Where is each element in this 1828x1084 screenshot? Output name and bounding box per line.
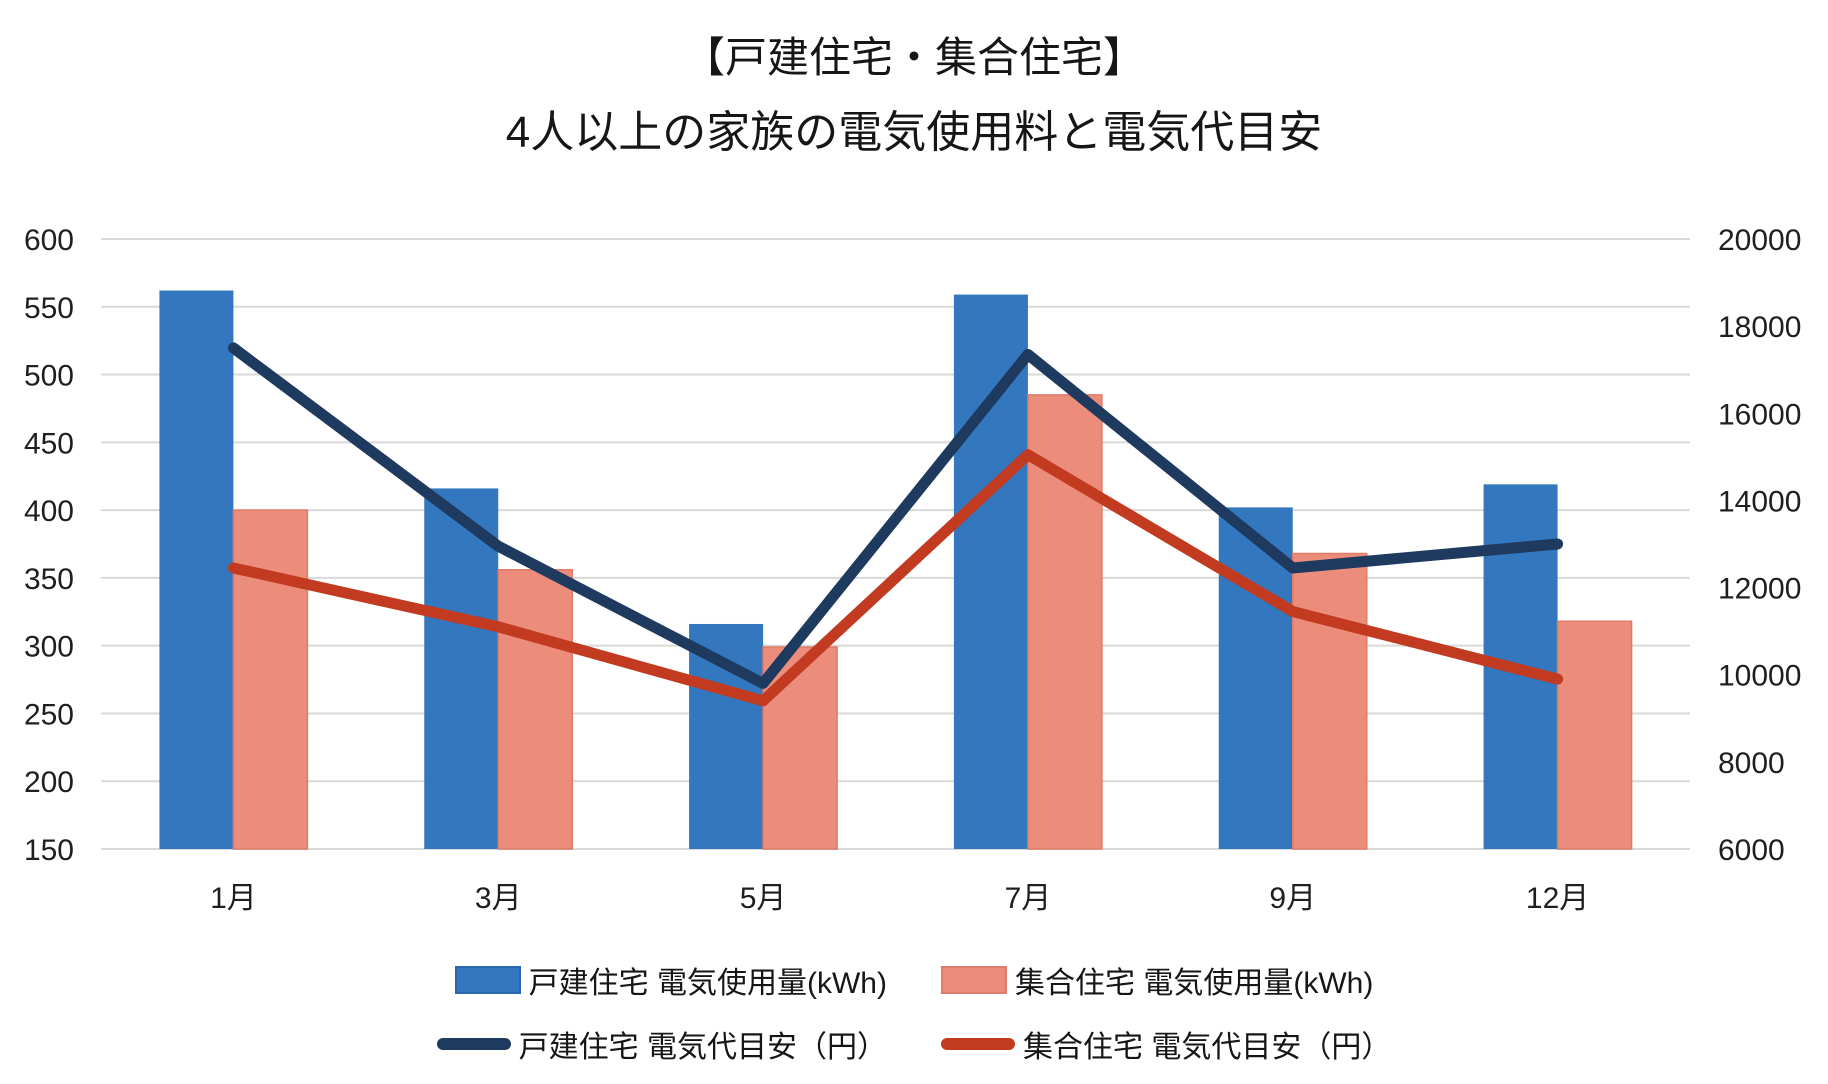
chart-title: 【戸建住宅・集合住宅】: [682, 34, 1145, 81]
bar-apartment-usage: [762, 646, 838, 850]
x-axis-label: 5月: [740, 882, 787, 915]
right-axis-tick: 6000: [1718, 834, 1785, 867]
left-axis-tick: 200: [24, 766, 74, 799]
line-detached-house-cost: [227, 342, 1564, 689]
legend-label-detached-usage: 戸建住宅 電気使用量(kWh): [528, 967, 887, 1000]
line-apartment-cost: [227, 449, 1564, 707]
right-axis-tick: 10000: [1718, 660, 1801, 693]
x-axis-label: 12月: [1526, 882, 1589, 915]
bar-detached-house-usage: [159, 290, 234, 849]
bar-detached-house-usage: [953, 294, 1028, 850]
x-axis-label: 1月: [210, 882, 257, 915]
legend-label-apartment-usage: 集合住宅 電気使用量(kWh): [1015, 967, 1374, 1000]
x-axis-label: 9月: [1269, 882, 1316, 915]
chart-subtitle: 4人以上の家族の電気使用料と電気代目安: [505, 108, 1323, 157]
x-axis-label: 3月: [475, 882, 522, 915]
legend-swatch-detached-cost: [436, 1038, 511, 1050]
right-axis-tick: 18000: [1718, 311, 1801, 344]
bar-apartment-usage: [1556, 620, 1633, 850]
left-axis-tick: 250: [24, 698, 74, 731]
left-axis-tick: 600: [24, 224, 74, 257]
bar-apartment-usage: [232, 509, 309, 850]
left-axis-tick: 500: [24, 360, 74, 393]
left-axis-tick: 350: [24, 563, 74, 596]
legend-item-apartment-usage: 集合住宅 電気使用量(kWh): [941, 958, 1373, 1002]
legend-item-apartment-cost: 集合住宅 電気代目安（円）: [941, 1022, 1391, 1066]
legend-row-bars: 戸建住宅 電気使用量(kWh) 集合住宅 電気使用量(kWh): [0, 958, 1828, 1002]
right-axis-tick: 20000: [1718, 224, 1801, 257]
bar-detached-house-usage: [424, 488, 499, 849]
x-axis-label: 7月: [1005, 882, 1052, 915]
legend-swatch-detached-usage: [454, 966, 521, 994]
legend-label-detached-cost: 戸建住宅 電気代目安（円）: [518, 1031, 887, 1064]
left-axis-tick: 400: [24, 495, 74, 528]
legend-swatch-apartment-usage: [941, 966, 1007, 994]
legend-label-apartment-cost: 集合住宅 電気代目安（円）: [1023, 1031, 1392, 1064]
legend-row-lines: 戸建住宅 電気代目安（円） 集合住宅 電気代目安（円）: [0, 1022, 1828, 1066]
bar-apartment-usage: [497, 569, 573, 850]
left-axis-tick: 150: [24, 834, 74, 867]
left-axis-tick: 550: [24, 292, 74, 325]
left-axis-tick: 450: [24, 427, 74, 460]
bar-detached-house-usage: [689, 623, 764, 849]
right-axis-tick: 14000: [1718, 485, 1801, 518]
right-axis-tick: 16000: [1718, 398, 1801, 431]
legend-item-detached-cost: 戸建住宅 電気代目安（円）: [436, 1022, 887, 1066]
bar-apartment-usage: [1292, 552, 1368, 850]
right-axis-tick: 12000: [1718, 573, 1801, 606]
legend-item-detached-usage: 戸建住宅 電気使用量(kWh): [454, 958, 887, 1002]
legend-swatch-apartment-cost: [941, 1038, 1015, 1050]
right-axis-tick: 8000: [1718, 747, 1785, 780]
left-axis-tick: 300: [24, 631, 74, 664]
